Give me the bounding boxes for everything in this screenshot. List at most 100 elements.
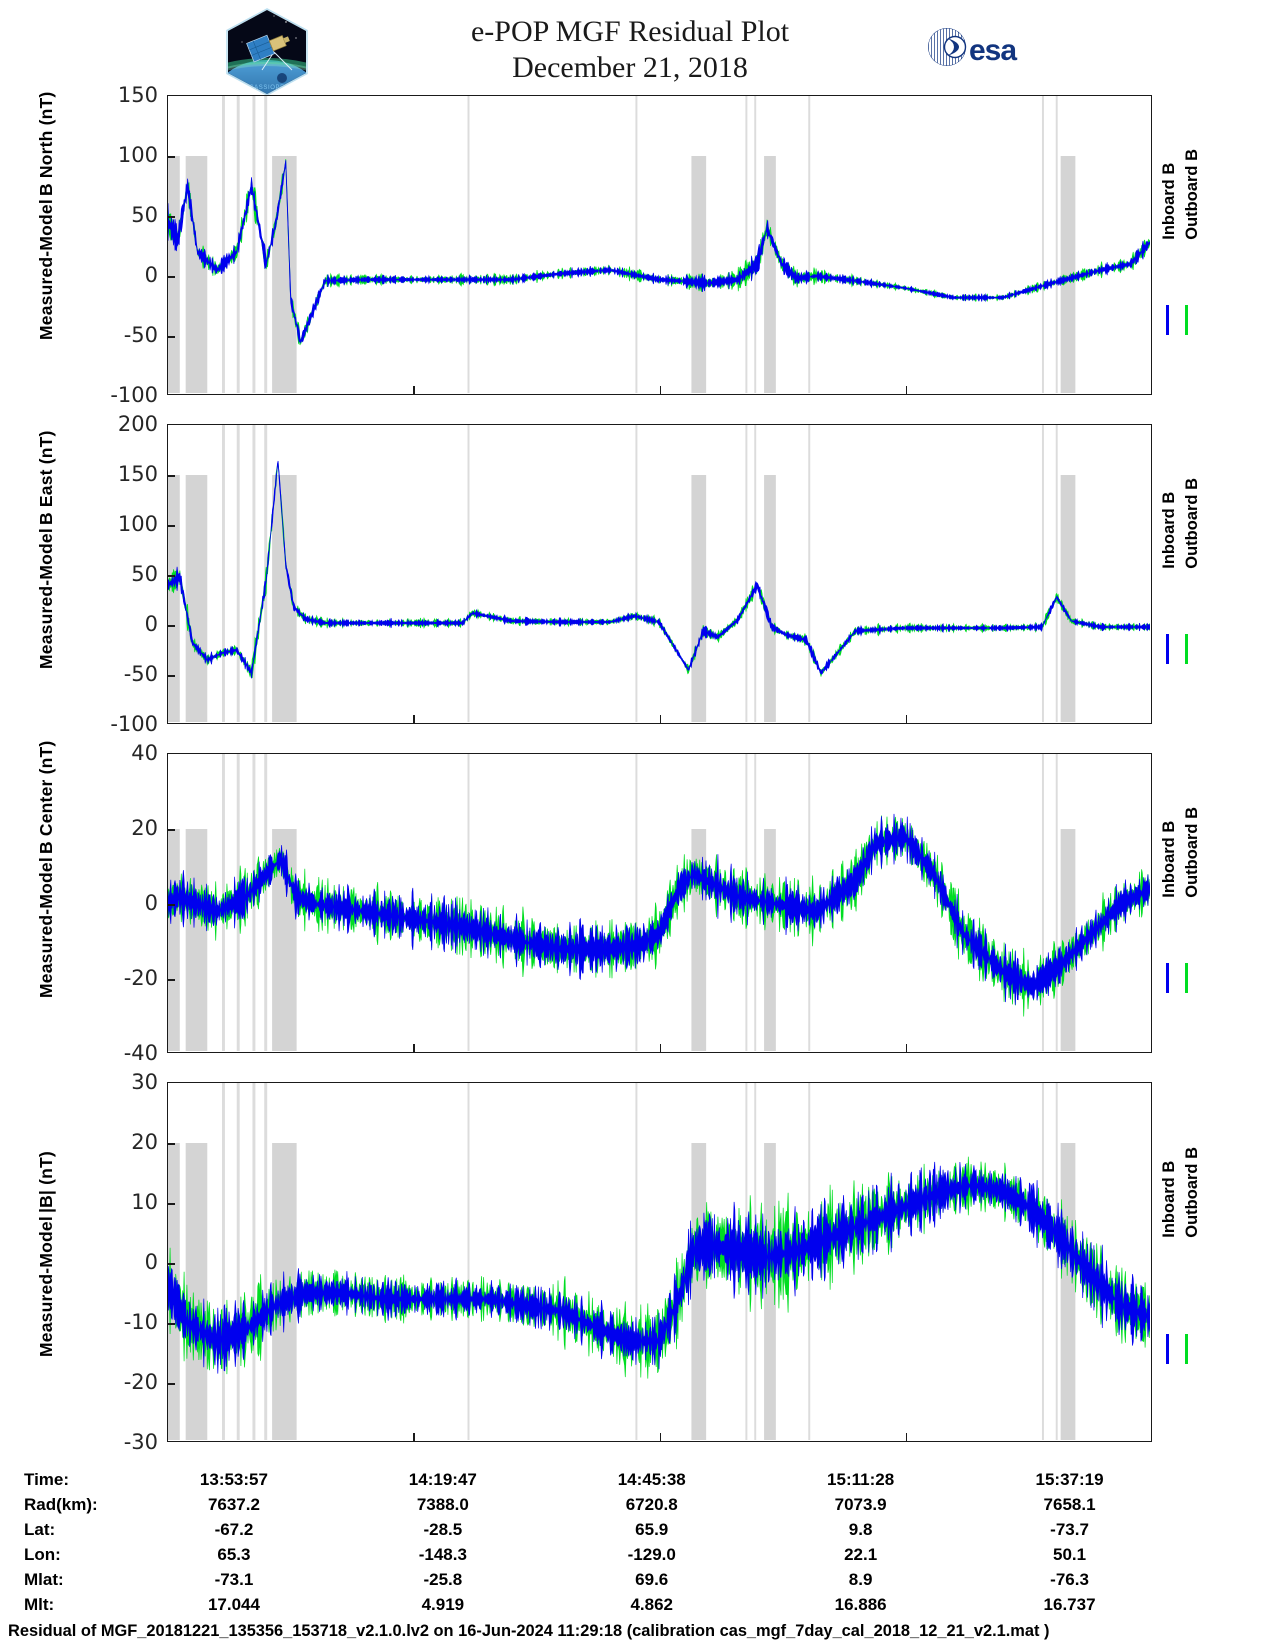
table-cell: 22.1	[844, 1544, 878, 1564]
esa-wordmark: esa	[969, 34, 1017, 67]
legend-b-center: Inboard B Outboard B	[1160, 807, 1270, 1017]
table-cell: 14:45:38	[617, 1469, 686, 1489]
legend-b-magnitude: Inboard B Outboard B	[1160, 1147, 1270, 1399]
shaded-interval-band	[264, 1083, 268, 1440]
series-inboard-b	[168, 1161, 1150, 1374]
page-title: e-POP MGF Residual Plot December 21, 201…	[320, 14, 940, 86]
shaded-interval-band	[745, 425, 748, 722]
legend-swatch-outboard	[1185, 963, 1188, 993]
legend-b-east: Inboard B Outboard B	[1160, 478, 1270, 688]
x-tick-mark	[659, 1044, 662, 1053]
table-cell: 7658.1	[1043, 1494, 1096, 1514]
title-line-2: December 21, 2018	[512, 51, 748, 84]
table-cell: 65.3	[217, 1544, 251, 1564]
shaded-interval-band	[764, 829, 776, 1051]
legend-label-outboard: Outboard B	[1183, 478, 1201, 569]
y-tick-label: 200	[117, 412, 158, 436]
plot-area-b-east	[167, 424, 1152, 724]
y-tick-mark	[168, 1263, 175, 1265]
panel-b-north: Measured-Model B North (nT) 150 100 50 0 -50 -1…	[0, 83, 1275, 425]
y-tick-mark	[168, 625, 175, 627]
y-tick-mark	[168, 525, 175, 527]
y-axis-label-b-north: Measured-Model B North (nT)	[36, 92, 57, 340]
shaded-interval-band	[754, 425, 757, 722]
y-tick-mark	[168, 475, 175, 477]
shaded-interval-band	[236, 425, 240, 722]
y-tick-mark	[168, 1143, 175, 1145]
shaded-interval-band	[1060, 475, 1076, 722]
y-tick-mark	[168, 1323, 175, 1325]
series-canvas-b-east	[168, 425, 1150, 722]
y-axis-label-line-1: Measured-Model	[36, 528, 56, 669]
y-tick-mark	[168, 276, 175, 278]
shaded-interval-band	[252, 425, 256, 722]
shaded-interval-band	[272, 156, 297, 393]
y-tick-mark	[168, 336, 175, 338]
y-tick-label: 150	[117, 83, 158, 107]
y-tick-mark	[168, 829, 175, 831]
shaded-interval-band	[467, 754, 470, 1051]
y-tick-label: -20	[123, 966, 158, 990]
plot-area-b-north	[167, 95, 1152, 395]
y-tick-mark	[168, 1383, 175, 1385]
legend-label-outboard: Outboard B	[1183, 149, 1201, 240]
x-tick-mark	[905, 386, 908, 395]
y-tick-label: 0	[144, 612, 158, 636]
table-cell: 4.862	[630, 1594, 673, 1614]
panel-b-magnitude: Measured-Model |B| (nT) 30 20 10 0 -10 -20 -30 In…	[0, 1070, 1275, 1472]
table-cell: 9.8	[848, 1519, 873, 1539]
ephemeris-table: Time: 13:53:57 14:19:47 14:45:38 15:11:28 15:…	[0, 1467, 1275, 1617]
table-cell: 6720.8	[625, 1494, 678, 1514]
x-tick-mark	[413, 386, 415, 395]
y-tick-label: 0	[144, 891, 158, 915]
series-canvas-b-magnitude	[168, 1083, 1150, 1440]
table-row: Rad(km): 7637.2 7388.0 6720.8 7073.9 7658.1	[24, 1492, 1174, 1517]
panel-b-east: Measured-Model B East (nT) 200 150 100 50 0 -50…	[0, 412, 1275, 754]
shaded-interval-band	[264, 96, 268, 393]
table-cell: -25.8	[423, 1569, 463, 1589]
plot-area-b-center	[167, 753, 1152, 1053]
table-row-label: Lat:	[24, 1519, 56, 1539]
shaded-interval-band	[1060, 156, 1076, 393]
shaded-interval-band	[185, 475, 208, 722]
shaded-interval-band	[264, 754, 268, 1051]
legend-label-outboard: Outboard B	[1183, 807, 1201, 898]
table-cell: 69.6	[635, 1569, 669, 1589]
x-tick-mark	[905, 715, 908, 724]
shaded-interval-band	[808, 96, 811, 393]
table-cell: -67.2	[214, 1519, 254, 1539]
y-tick-label: 20	[131, 816, 158, 840]
shaded-interval-band	[745, 96, 748, 393]
y-tick-label: -10	[123, 1310, 158, 1334]
shaded-interval-band	[222, 425, 225, 722]
table-row-label: Lon:	[24, 1544, 61, 1564]
y-tick-label: -50	[123, 662, 158, 686]
y-tick-label: -20	[123, 1370, 158, 1394]
shaded-interval-band	[222, 1083, 225, 1440]
shaded-interval-band	[1041, 96, 1044, 393]
x-tick-mark	[659, 386, 662, 395]
shaded-interval-band	[1055, 754, 1058, 1051]
shaded-interval-band	[1060, 829, 1076, 1051]
y-tick-label: 100	[117, 143, 158, 167]
shaded-interval-band	[754, 96, 757, 393]
legend-swatch-outboard	[1185, 1333, 1188, 1364]
table-cell: 65.9	[635, 1519, 669, 1539]
legend-label-outboard: Outboard B	[1183, 1146, 1201, 1238]
legend-swatch-outboard	[1185, 634, 1188, 664]
table-cell: 7073.9	[834, 1494, 887, 1514]
footer-provenance-text: Residual of MGF_20181221_135356_153718_v…	[8, 1622, 1050, 1640]
legend-b-north: Inboard B Outboard B	[1160, 149, 1270, 359]
shaded-interval-band	[1055, 425, 1058, 722]
y-tick-mark	[168, 904, 175, 906]
table-cell: 4.919	[421, 1594, 465, 1614]
legend-label-inboard: Inboard B	[1160, 162, 1178, 240]
shaded-interval-band	[1055, 1083, 1058, 1440]
y-tick-label: -40	[123, 1041, 158, 1065]
table-row-label: Mlat:	[24, 1569, 64, 1589]
y-tick-label: -50	[123, 323, 158, 347]
shaded-interval-band	[635, 754, 638, 1051]
y-tick-mark	[168, 575, 175, 577]
legend-swatch-inboard	[1166, 1333, 1169, 1364]
series-inboard-b	[168, 813, 1150, 1005]
